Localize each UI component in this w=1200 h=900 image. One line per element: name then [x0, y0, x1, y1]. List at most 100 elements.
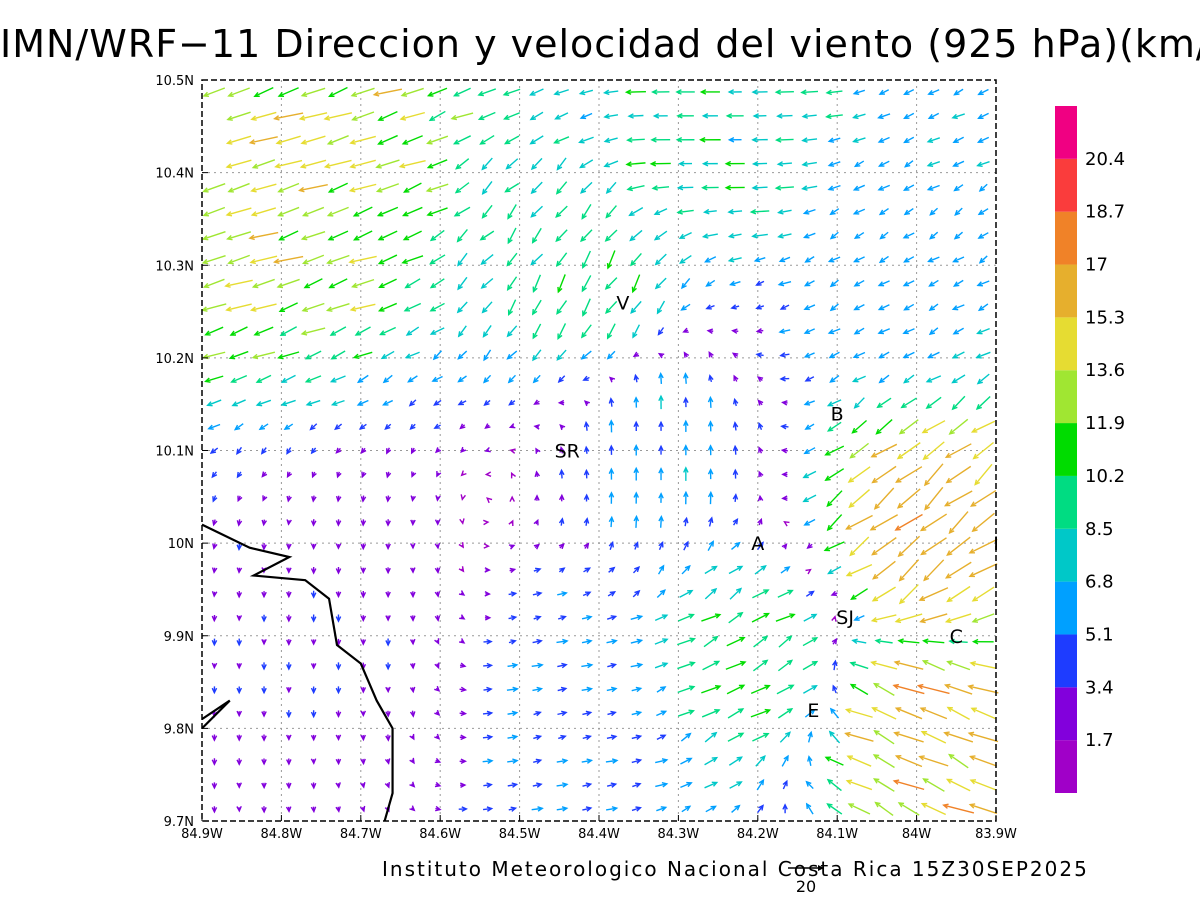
wind-vector — [704, 587, 718, 600]
wind-vector — [707, 490, 714, 505]
wind-vector — [726, 636, 746, 647]
wind-vector — [483, 519, 490, 526]
wind-vector — [508, 544, 516, 550]
wind-vector — [558, 493, 565, 502]
wind-vector — [972, 441, 994, 460]
wind-vector — [927, 89, 940, 96]
x-axis-ticks: 84.9W 84.8W 84.7W 84.6W 84.5W 84.4W 84.3W 84.2W… — [181, 815, 1017, 842]
wind-vector — [873, 729, 895, 745]
wind-vector — [826, 490, 843, 508]
wind-vector — [533, 543, 541, 550]
wind-vector — [683, 466, 689, 481]
wind-vector — [377, 110, 398, 121]
wind-vector — [900, 397, 917, 409]
wind-vector — [483, 638, 493, 645]
wind-vector — [631, 806, 642, 812]
wind-vector — [804, 423, 815, 430]
wind-vector — [436, 471, 442, 478]
wind-vector — [434, 542, 441, 550]
wind-vector — [225, 303, 252, 312]
wind-vector — [633, 541, 639, 550]
colorbar-segment — [1055, 317, 1077, 371]
wind-vector — [582, 250, 592, 270]
wind-vector — [335, 710, 342, 719]
wind-vector — [902, 184, 915, 191]
wind-vector — [681, 564, 691, 575]
wind-vector — [758, 446, 764, 454]
wind-vector — [680, 781, 693, 789]
wind-vector — [852, 113, 866, 120]
wind-vector — [579, 159, 594, 169]
wind-vector — [329, 326, 347, 336]
wind-vector — [706, 328, 714, 334]
wind-vector — [683, 444, 689, 456]
wind-vector — [968, 803, 998, 815]
wind-vector — [677, 709, 695, 717]
wind-vector — [385, 638, 391, 647]
wind-vector — [261, 471, 268, 478]
wind-vector — [968, 538, 998, 554]
wind-vector — [508, 639, 517, 645]
wind-vector — [873, 487, 895, 510]
wind-vector — [582, 734, 592, 741]
wind-vector — [606, 638, 618, 645]
wind-vector — [236, 758, 243, 766]
wind-vector — [978, 255, 988, 264]
wind-vector — [531, 662, 544, 669]
wind-vector — [951, 395, 966, 411]
wind-vector — [279, 326, 298, 336]
wind-vector — [872, 560, 896, 580]
wind-vector — [286, 710, 292, 719]
wind-vector — [755, 280, 765, 286]
wind-vector — [534, 494, 540, 501]
wind-vector — [206, 399, 222, 407]
wind-vector — [434, 615, 441, 622]
wind-vector — [781, 543, 788, 550]
wind-vector — [458, 542, 465, 549]
wind-vector — [261, 782, 267, 790]
wind-vector — [943, 731, 974, 743]
wind-vector — [658, 492, 664, 503]
wind-vector — [559, 446, 565, 454]
wind-vector — [557, 615, 567, 621]
wind-vector — [286, 758, 292, 766]
wind-vector — [356, 399, 369, 406]
wind-vector — [401, 135, 423, 145]
wind-vector — [897, 638, 920, 644]
wind-vector — [897, 535, 921, 558]
wind-vector — [781, 495, 788, 502]
wind-vector — [708, 374, 714, 383]
wind-vector — [805, 590, 815, 597]
wind-vector — [553, 89, 569, 96]
wind-vector — [385, 662, 391, 671]
wind-vector — [903, 303, 915, 311]
wind-vector — [677, 685, 696, 694]
wind-vector — [607, 591, 617, 597]
wind-vector — [553, 136, 570, 144]
wind-vector — [378, 278, 397, 288]
wind-vector — [335, 591, 342, 599]
wind-vector — [253, 86, 274, 98]
wind-vector — [385, 543, 391, 551]
wind-vector — [556, 758, 569, 764]
wind-vector — [851, 375, 866, 383]
wind-vector — [211, 686, 218, 695]
wind-vector — [530, 157, 543, 171]
wind-vector — [532, 349, 542, 362]
wind-vector — [458, 590, 466, 596]
wind-vector — [625, 161, 646, 167]
wind-vector — [531, 227, 542, 244]
wind-vector — [757, 541, 764, 551]
wind-vector — [385, 591, 391, 599]
wind-vector — [348, 183, 377, 193]
wind-vector — [953, 184, 964, 192]
wind-vector — [779, 731, 791, 743]
wind-vector — [508, 519, 514, 527]
wind-vector — [681, 805, 692, 813]
wind-vector — [328, 278, 348, 289]
wind-vector — [704, 781, 719, 789]
wind-vector — [578, 136, 594, 144]
wind-vector — [725, 113, 744, 119]
wind-vector — [556, 806, 569, 812]
wind-vector — [871, 465, 897, 484]
